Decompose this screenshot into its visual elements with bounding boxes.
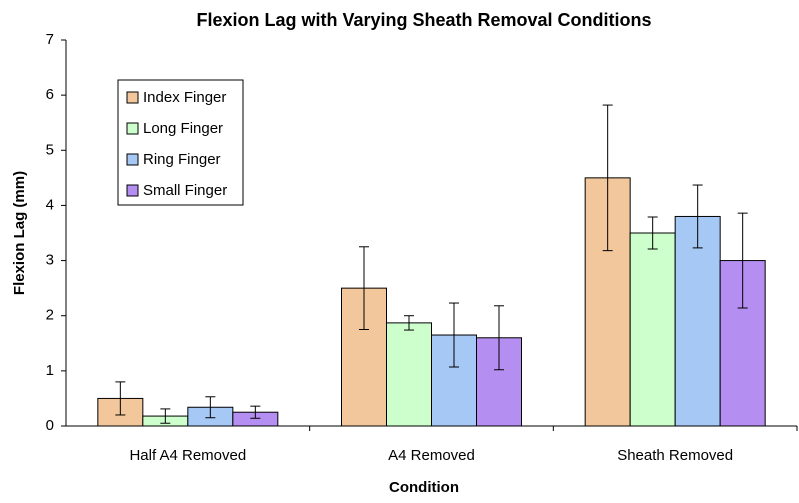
y-tick-label: 5 [46, 141, 54, 158]
x-tick-label: Sheath Removed [617, 447, 733, 464]
legend-swatch [126, 91, 139, 104]
legend-label: Small Finger [143, 182, 227, 199]
chart-title: Flexion Lag with Varying Sheath Removal … [196, 10, 651, 30]
y-axis-label: Flexion Lag (mm) [11, 171, 28, 295]
y-tick-label: 0 [46, 417, 54, 434]
x-axis-label: Condition [389, 479, 459, 496]
y-tick-label: 4 [46, 196, 54, 213]
bar [629, 232, 676, 427]
x-tick-label: Half A4 Removed [129, 447, 246, 464]
y-tick-label: 6 [46, 86, 54, 103]
legend-swatch [126, 153, 139, 166]
legend-box [117, 79, 244, 206]
x-tick-label: A4 Removed [388, 447, 475, 464]
y-tick-label: 2 [46, 307, 54, 324]
bar [674, 215, 721, 427]
legend-swatch [126, 122, 139, 135]
y-tick-label: 7 [46, 31, 54, 48]
bar [386, 322, 432, 427]
legend-label: Index Finger [143, 89, 226, 106]
legend-label: Long Finger [143, 120, 223, 137]
legend-label: Ring Finger [143, 151, 221, 168]
y-tick-label: 3 [46, 252, 54, 269]
legend-swatch [126, 184, 139, 197]
y-tick-label: 1 [46, 362, 54, 379]
